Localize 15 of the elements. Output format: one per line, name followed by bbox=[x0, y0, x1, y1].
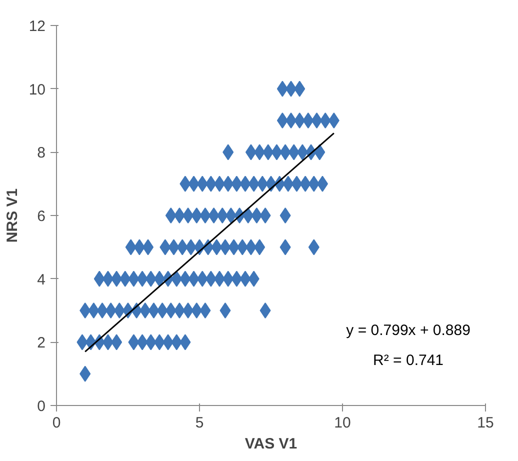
y-tick-label: 8 bbox=[37, 144, 46, 162]
y-tick-label: 6 bbox=[37, 208, 46, 225]
y-tick-label: 0 bbox=[37, 398, 46, 415]
y-axis-title: NRS V1 bbox=[4, 188, 21, 243]
annotation: y = 0.799x + 0.889 bbox=[346, 322, 470, 339]
x-tick-label: 5 bbox=[195, 414, 204, 432]
x-tick-label: 15 bbox=[477, 414, 494, 432]
annotation: R² = 0.741 bbox=[373, 352, 444, 370]
x-axis-title: VAS V1 bbox=[244, 436, 298, 452]
x-tick-label: 10 bbox=[334, 414, 351, 432]
y-tick-label: 2 bbox=[37, 334, 46, 352]
y-tick-label: 4 bbox=[37, 271, 46, 288]
x-tick-label: 0 bbox=[52, 414, 61, 432]
y-tick-label: 10 bbox=[28, 81, 46, 98]
y-tick-label: 12 bbox=[28, 18, 46, 35]
